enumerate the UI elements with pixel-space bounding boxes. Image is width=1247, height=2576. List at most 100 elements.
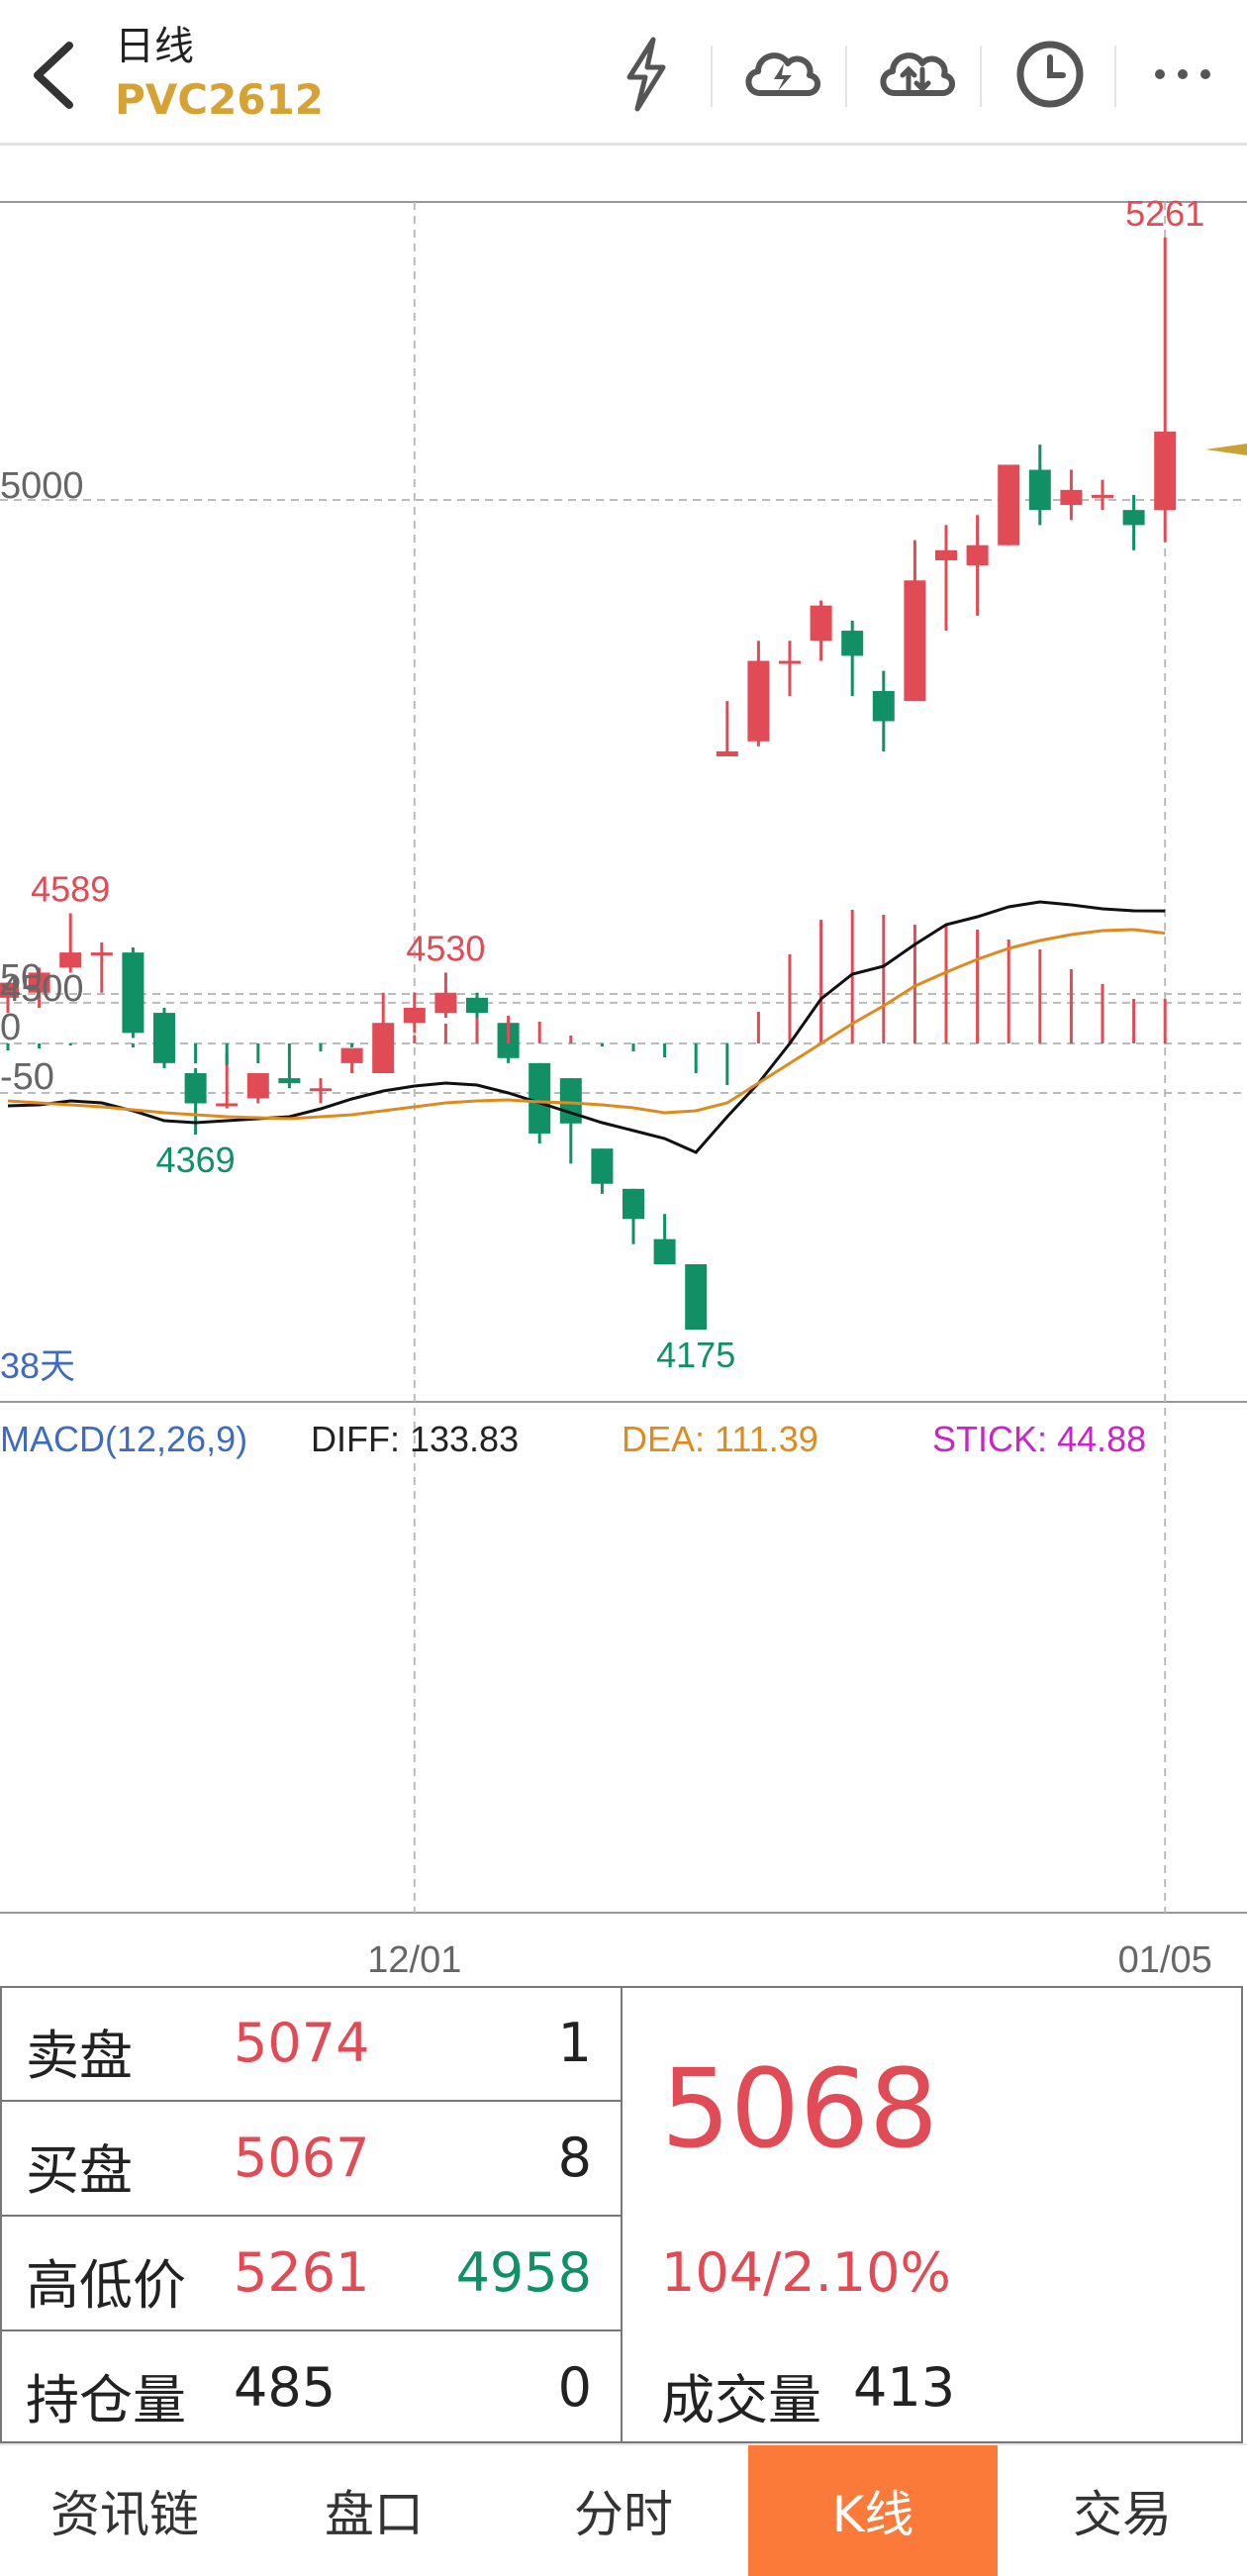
header-divider <box>0 143 1247 146</box>
open-interest-value: 485 <box>234 2356 336 2419</box>
high-mark-label: 4530 <box>406 928 485 968</box>
candle[interactable] <box>1154 237 1177 543</box>
candle-body <box>278 1078 301 1084</box>
quote-panel: 卖盘 5074 1 买盘 5067 8 高低价 5261 4958 持仓量 48… <box>0 1986 1247 2443</box>
candle[interactable] <box>340 1047 363 1074</box>
contract-symbol[interactable]: PVC2612 <box>115 75 325 124</box>
price-axis-label: 4500 <box>0 968 84 1010</box>
candle[interactable] <box>153 1007 175 1068</box>
macd-name: MACD(12,26,9) <box>0 1419 247 1459</box>
candle[interactable] <box>935 525 957 632</box>
low-mark-label: 4175 <box>656 1335 735 1375</box>
candle-body <box>810 605 832 642</box>
volume-label: 成交量 <box>661 2369 821 2431</box>
tab-news-chain[interactable]: 资讯链 <box>50 2486 199 2543</box>
candle[interactable] <box>372 992 395 1074</box>
tab-kline[interactable]: K线 <box>748 2445 998 2576</box>
candle[interactable] <box>90 941 113 993</box>
candle[interactable] <box>685 1264 708 1331</box>
candle[interactable] <box>779 641 801 697</box>
candle[interactable] <box>0 982 19 1014</box>
candle-body <box>184 1073 207 1104</box>
price-axis-label: 5000 <box>0 465 84 507</box>
candle-body <box>528 1062 551 1134</box>
candle[interactable] <box>966 515 989 616</box>
candle[interactable] <box>1092 479 1113 511</box>
lightning-icon[interactable] <box>602 30 691 119</box>
date-axis-label: 01/05 <box>1118 1939 1212 1981</box>
cloud-sync-icon[interactable] <box>871 30 960 119</box>
candle[interactable] <box>810 600 832 661</box>
candle[interactable] <box>1060 469 1083 521</box>
candle-body <box>966 545 989 566</box>
kline-chart[interactable]: 5000 4500 4589 4369 4530 4175 5261 38天 50 0 -50… <box>0 198 1247 1986</box>
candle[interactable] <box>1028 445 1051 526</box>
tab-order-book[interactable]: 盘口 <box>325 2486 424 2543</box>
candle-body <box>434 992 457 1014</box>
candle[interactable] <box>591 1148 614 1194</box>
candle-body <box>340 1047 363 1063</box>
candle-body <box>591 1148 614 1184</box>
candle-body <box>466 997 488 1014</box>
candle-body <box>935 549 957 560</box>
high-mark-label: 5261 <box>1125 198 1204 234</box>
candle[interactable] <box>403 992 426 1034</box>
candle[interactable] <box>559 1078 582 1164</box>
candle-body <box>59 952 82 968</box>
buy-price[interactable]: 5067 <box>234 2127 370 2189</box>
candle-body <box>779 660 801 664</box>
tab-intraday[interactable]: 分时 <box>574 2486 673 2543</box>
clock-icon[interactable] <box>1006 30 1095 119</box>
toolbar-divider <box>845 46 847 107</box>
candle[interactable] <box>998 464 1020 545</box>
candle-body <box>90 952 113 956</box>
cloud-lightning-icon[interactable] <box>736 30 825 119</box>
period-label: 38天 <box>0 1345 75 1386</box>
candle-body <box>310 1088 332 1092</box>
candle-body <box>998 464 1020 545</box>
candle[interactable] <box>747 641 770 746</box>
back-arrow-icon[interactable] <box>20 36 89 115</box>
candle-body <box>653 1238 676 1265</box>
candle-body <box>372 1023 395 1074</box>
candle[interactable] <box>872 670 895 751</box>
macd-dea-label: DEA: 111.39 <box>622 1419 818 1459</box>
price-change: 104/2.10% <box>661 2241 951 2304</box>
candle[interactable] <box>310 1078 332 1104</box>
volume-value: 413 <box>853 2356 956 2419</box>
candle-body <box>872 691 895 722</box>
sell-price[interactable]: 5074 <box>234 2012 370 2074</box>
candle[interactable] <box>28 967 50 1008</box>
top-bar: 日线 PVC2612 <box>0 0 1247 146</box>
bottom-nav: 资讯链 盘口 分时 K线 交易 <box>0 2443 1247 2576</box>
candle[interactable] <box>623 1188 644 1244</box>
candle-body <box>623 1188 644 1220</box>
low-mark-label: 4369 <box>156 1139 236 1180</box>
candle[interactable] <box>653 1214 676 1265</box>
candle[interactable] <box>841 620 864 697</box>
candle[interactable] <box>434 972 457 1019</box>
open-interest-change: 0 <box>557 2356 592 2419</box>
toolbar-divider <box>1114 46 1116 107</box>
candle-body <box>1122 510 1145 526</box>
more-icon[interactable] <box>1138 30 1227 119</box>
candle-body <box>246 1073 269 1099</box>
candle[interactable] <box>122 947 144 1039</box>
candle[interactable] <box>904 540 926 702</box>
candle-body <box>716 750 738 757</box>
candle[interactable] <box>716 701 738 757</box>
open-interest-label: 持仓量 <box>26 2369 186 2431</box>
candle[interactable] <box>184 1067 207 1135</box>
candle[interactable] <box>1122 494 1145 550</box>
candle-body <box>28 972 50 993</box>
candle[interactable] <box>246 1073 269 1104</box>
candle-body <box>841 631 864 656</box>
buy-label: 买盘 <box>26 2139 133 2202</box>
toolbar-divider <box>980 46 982 107</box>
tab-trade[interactable]: 交易 <box>1073 2486 1172 2543</box>
macd-axis-label: 50 <box>0 957 42 999</box>
candle[interactable] <box>59 913 82 973</box>
candle[interactable] <box>278 1052 301 1089</box>
macd-diff-label: DIFF: 133.83 <box>311 1419 519 1459</box>
candle-body <box>0 982 19 998</box>
